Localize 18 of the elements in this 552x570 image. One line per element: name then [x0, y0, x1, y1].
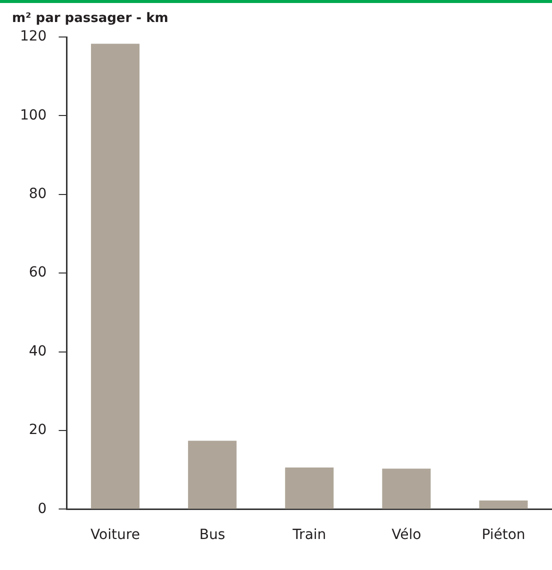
y-axis-title: m² par passager - km: [12, 11, 168, 26]
x-tick-label: Bus: [199, 527, 226, 544]
y-tick-label: 60: [28, 264, 47, 281]
y-tick-label: 20: [28, 422, 47, 438]
y-tick-label: 0: [38, 500, 47, 517]
y-tick-label: 40: [28, 343, 47, 360]
bar: [382, 468, 431, 509]
bar: [479, 500, 528, 509]
x-tick-label: Vélo: [392, 527, 422, 544]
x-tick-label: Train: [292, 527, 326, 544]
bar: [90, 44, 140, 509]
y-tick-label: 80: [28, 186, 47, 202]
y-tick-label: 100: [20, 107, 47, 124]
y-tick-label: 120: [20, 28, 47, 45]
x-tick-label: Piéton: [482, 527, 526, 544]
bar: [188, 440, 237, 509]
bar: [285, 467, 334, 509]
x-tick-label: Voiture: [90, 527, 140, 544]
